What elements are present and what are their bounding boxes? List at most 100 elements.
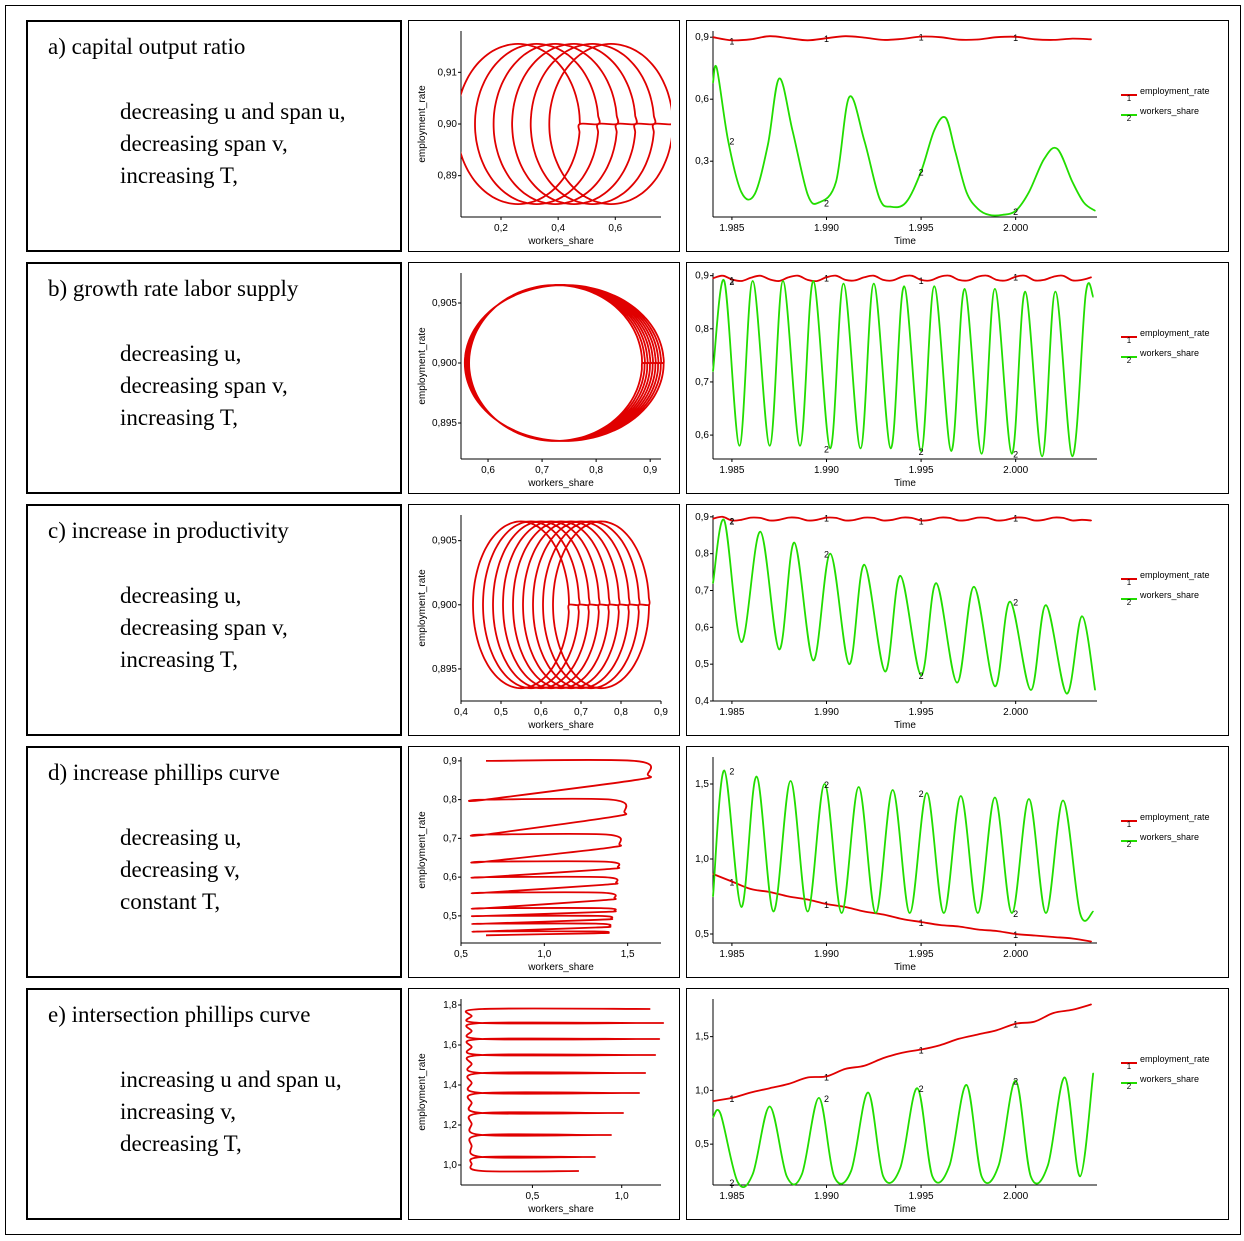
data-point [884, 670, 886, 673]
data-point [1033, 38, 1036, 40]
time-series-panel: 0,4 0,5 0,6 0,7 0,8 0,9 1.985 1.990 1.995 2.000 Ti… [686, 504, 1229, 736]
data-point [859, 447, 862, 449]
condition-line: increasing T, [120, 405, 238, 430]
data-point [712, 518, 714, 520]
data-point [788, 516, 790, 519]
data-point [829, 553, 831, 555]
data-point [977, 276, 979, 278]
description-box: a) capital output ratio decreasing u and … [26, 20, 402, 252]
data-point [958, 279, 960, 281]
series-line-workers-share [712, 279, 1095, 458]
data-point [772, 910, 775, 913]
data-point [1081, 615, 1083, 617]
data-point [825, 516, 828, 519]
data-point [988, 214, 990, 216]
data-point [901, 918, 903, 920]
x-tick-label: 1.995 [909, 1191, 934, 1202]
condition-line: decreasing u and span u, [120, 99, 346, 124]
x-tick-label: 0,6 [534, 707, 548, 718]
legend-marker: 2 [1127, 598, 1132, 607]
data-point [712, 82, 714, 84]
data-point [854, 279, 856, 282]
x-tick-label: 1.985 [719, 1191, 744, 1202]
data-point [769, 519, 771, 522]
series-marker: 1 [824, 273, 829, 283]
data-point [1062, 275, 1064, 277]
y-tick-label: 0,9 [443, 756, 457, 767]
data-point [1090, 38, 1092, 40]
data-point [1083, 201, 1085, 204]
phase-plot: 1,0 1,2 1,4 1,6 1,8 0,5 1,0 workers_share employ… [417, 999, 665, 1215]
time-series-plot: 0,3 0,6 0,9 1.985 1.990 1.995 2.000 Time 1 1 1 1 2 2 2… [695, 31, 1210, 247]
data-point [909, 912, 911, 914]
y-tick-label: 0,5 [443, 911, 457, 922]
data-point [759, 517, 761, 519]
legend-label: workers_share [1139, 106, 1199, 116]
data-point [788, 1083, 790, 1085]
data-point [920, 279, 922, 281]
x-tick-label: 1,0 [615, 1191, 629, 1202]
data-point [721, 275, 724, 277]
phase-trajectory [468, 758, 653, 937]
scenario-title: e) intersection phillips curve [48, 1002, 311, 1027]
series-marker: 2 [1013, 450, 1018, 460]
description-box: e) intersection phillips curve increasing… [26, 988, 402, 1220]
data-point [901, 516, 903, 519]
phase-plot: 0,5 0,6 0,7 0,8 0,9 0,5 1,0 1,5 workers_share emp… [417, 756, 661, 973]
data-point [858, 786, 860, 788]
data-point [731, 278, 733, 280]
data-point [1015, 276, 1017, 278]
series-marker: 1 [729, 36, 734, 46]
scenario-conditions: decreasing u, decreasing span v, increasin… [120, 338, 288, 434]
data-point [750, 277, 752, 279]
data-point [899, 575, 901, 577]
data-point [939, 516, 941, 519]
data-point [801, 1173, 803, 1175]
x-tick-label: 1.995 [909, 465, 934, 476]
series-marker: 2 [919, 168, 924, 178]
data-point [727, 139, 729, 142]
data-point [844, 906, 847, 908]
data-point [1024, 517, 1026, 519]
y-tick-label: 0,6 [695, 430, 709, 441]
series-marker: 2 [1013, 598, 1018, 608]
data-point [712, 370, 714, 372]
x-tick-label: 1.990 [814, 949, 839, 960]
data-point [958, 1038, 960, 1040]
data-point [806, 910, 809, 913]
description-box: d) increase phillips curve decreasing u, d… [26, 746, 402, 978]
x-tick-label: 1.985 [719, 223, 744, 234]
data-point [719, 1113, 722, 1115]
data-point [712, 873, 714, 875]
data-point [806, 519, 809, 522]
data-point [824, 783, 826, 785]
data-point [778, 280, 780, 282]
data-point [882, 1175, 884, 1177]
legend-marker: 2 [1127, 356, 1132, 365]
data-point [1092, 1072, 1094, 1074]
y-tick-label: 0,7 [695, 377, 709, 388]
data-point [892, 519, 894, 521]
x-tick-label: 1.990 [814, 465, 839, 476]
x-tick-label: 1.995 [909, 949, 934, 960]
condition-line: decreasing span v, [120, 615, 288, 640]
data-point [835, 181, 837, 183]
y-tick-label: 1,6 [443, 1040, 457, 1051]
series-line-employment-rate [712, 873, 1092, 943]
data-point [892, 279, 894, 282]
x-tick-label: 1,5 [621, 949, 635, 960]
data-point [943, 912, 945, 914]
data-point [1094, 210, 1096, 212]
data-point [1052, 39, 1055, 41]
data-point [863, 564, 865, 566]
data-point [723, 280, 725, 282]
condition-line: increasing u and span u, [120, 1067, 342, 1092]
condition-line: decreasing u, [120, 341, 242, 366]
x-tick-label: 0,5 [525, 1191, 539, 1202]
data-point [750, 516, 752, 519]
phase-trajectory [472, 520, 651, 690]
data-point [920, 1048, 922, 1051]
x-tick-label: 1.995 [909, 707, 934, 718]
legend-label: workers_share [1139, 590, 1199, 600]
data-point [1071, 455, 1074, 457]
